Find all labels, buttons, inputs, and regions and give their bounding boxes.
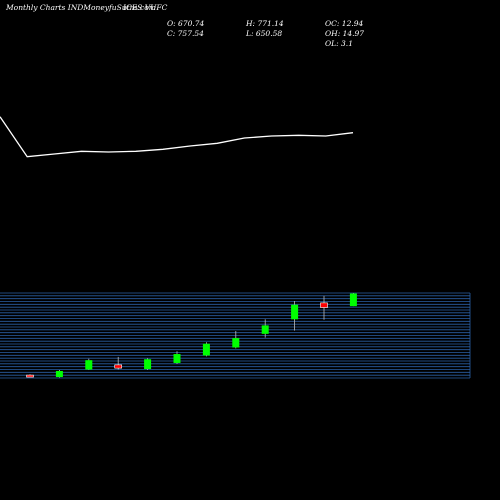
candle-down xyxy=(320,302,328,308)
candle-up xyxy=(202,343,210,356)
candle-up xyxy=(261,325,269,334)
candle-up xyxy=(55,370,63,378)
symbol-label: ICES VUFC xyxy=(123,3,168,12)
close-value: C: 757.54 xyxy=(167,29,204,38)
oc-value: OC: 12.94 xyxy=(325,19,364,28)
oh-value: OH: 14.97 xyxy=(325,29,365,38)
candle-up xyxy=(85,360,93,370)
candle-up xyxy=(232,338,240,348)
low-value: L: 650.58 xyxy=(246,29,283,38)
candle-up xyxy=(144,359,152,370)
moving-average-line xyxy=(0,116,354,158)
candle-up xyxy=(349,293,357,307)
candle-down xyxy=(26,374,34,378)
site-title: Monthly Charts INDMoneyfuSutra.com xyxy=(6,3,156,12)
open-value: O: 670.74 xyxy=(167,19,205,28)
high-value: H: 771.14 xyxy=(246,19,284,28)
candle-up xyxy=(291,304,299,320)
candle-up xyxy=(173,354,181,363)
ol-value: OL: 3.1 xyxy=(325,39,353,48)
candle-down xyxy=(114,364,122,369)
